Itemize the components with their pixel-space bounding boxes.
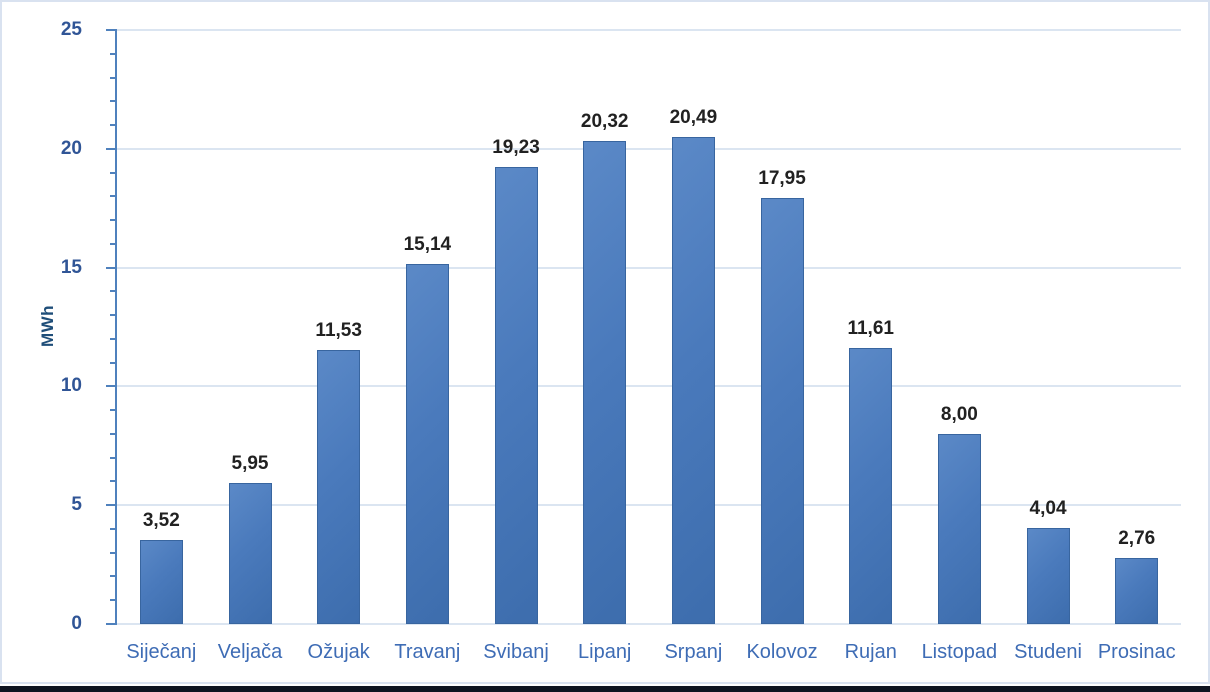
bar-value-label: 8,00 — [940, 403, 978, 425]
bar-Travanj — [405, 264, 449, 624]
bar-Svibanj — [494, 167, 538, 624]
minor-tick-3 — [110, 551, 117, 554]
x-category-label-Rujan: Rujan — [844, 641, 897, 663]
bar-value-label: 2,76 — [1118, 528, 1156, 550]
x-category-label-Travanj: Travanj — [394, 641, 461, 663]
bar-value-label: 19,23 — [492, 137, 540, 159]
bar-value-label: 20,32 — [580, 111, 629, 133]
plot-area: 0 5 10 15 20 25 3,52 5,95 11,53 15,14 19,23 20,32 2… — [61, 19, 1181, 634]
bars: 3,52 5,95 11,53 15,14 19,23 20,32 20,49 17,95 11… — [117, 30, 1181, 624]
bar-slot-Listopad: 8,00 — [915, 30, 1004, 624]
bar-slot-Veljača: 5,95 — [206, 30, 295, 624]
bar-Veljača — [228, 482, 272, 624]
minor-tick-16 — [110, 242, 117, 245]
bar-Studeni — [1026, 528, 1070, 624]
y-tick-label-25: 25 — [60, 19, 82, 40]
bar-Srpanj — [671, 137, 715, 624]
major-tick-10 — [106, 385, 117, 388]
x-category-label-Prosinac: Prosinac — [1097, 641, 1176, 663]
bar-value-label: 15,14 — [403, 234, 452, 256]
gridline-15 — [117, 266, 1181, 269]
minor-tick-18 — [110, 195, 117, 198]
minor-tick-21 — [110, 124, 117, 127]
x-category-labels: Siječanj Veljača Ožujak Travanj Svibanj Lipan… — [117, 640, 1181, 664]
bar-Siječanj — [139, 540, 183, 624]
y-tick-labels: 0 5 10 15 20 25 — [61, 19, 1181, 634]
bar-slot-Kolovoz: 17,95 — [738, 30, 827, 624]
bar-value-label: 11,61 — [847, 318, 894, 340]
y-tick-label-0: 0 — [71, 613, 82, 634]
minor-tick-14 — [110, 290, 117, 293]
bottom-rule — [0, 686, 1210, 692]
x-category-label-Siječanj: Siječanj — [126, 641, 197, 663]
gridline-25 — [117, 29, 1181, 31]
bar-slot-Svibanj: 19,23 — [472, 30, 561, 624]
bar-Prosinac — [1115, 558, 1159, 624]
x-category-label-Ožujak: Ožujak — [307, 641, 370, 663]
bar-value-label: 4,04 — [1029, 498, 1067, 520]
y-axis-line — [115, 30, 117, 624]
minor-tick-12 — [110, 337, 117, 340]
major-tick-25 — [106, 29, 117, 31]
bar-value-label: 5,95 — [231, 452, 269, 474]
minor-tick-9 — [110, 409, 117, 412]
bar-slot-Rujan: 11,61 — [826, 30, 915, 624]
gridline-5 — [117, 504, 1181, 507]
bar-Ožujak — [317, 350, 361, 624]
gridline-20 — [117, 147, 1181, 150]
minor-tick-2 — [110, 575, 117, 578]
x-category-label-Kolovoz: Kolovoz — [746, 641, 818, 663]
minor-tick-23 — [110, 76, 117, 79]
minor-tick-24 — [110, 52, 117, 55]
major-tick-0 — [106, 623, 117, 625]
gridline-10 — [117, 385, 1181, 388]
bar-slot-Lipanj: 20,32 — [560, 30, 649, 624]
y-tick-label-20: 20 — [60, 137, 82, 159]
bar-slot-Travanj: 15,14 — [383, 30, 472, 624]
minor-tick-8 — [110, 432, 117, 435]
bar-value-label: 3,52 — [142, 510, 180, 532]
gridline-0 — [117, 623, 1181, 625]
bar-slot-Srpanj: 20,49 — [649, 30, 738, 624]
minor-tick-19 — [110, 171, 117, 174]
minor-tick-11 — [110, 361, 117, 364]
bar-value-label: 20,49 — [669, 107, 718, 129]
x-category-label-Veljača: Veljača — [217, 641, 283, 663]
bar-slot-Prosinac: 2,76 — [1092, 30, 1181, 624]
major-tick-5 — [106, 504, 117, 507]
major-tick-15 — [106, 266, 117, 269]
x-category-label-Lipanj: Lipanj — [578, 641, 632, 663]
bar-Kolovoz — [760, 197, 804, 624]
minor-tick-17 — [110, 219, 117, 222]
bar-Listopad — [937, 433, 981, 624]
x-category-label-Listopad: Listopad — [921, 641, 998, 663]
x-category-label-Studeni: Studeni — [1014, 641, 1082, 663]
minor-tick-7 — [110, 456, 117, 459]
y-tick-label-10: 10 — [60, 375, 82, 397]
y-axis-title: MWh — [38, 304, 57, 348]
minor-tick-13 — [110, 314, 117, 317]
y-tick-label-5: 5 — [71, 494, 82, 516]
minor-tick-4 — [110, 527, 117, 530]
bar-slot-Ožujak: 11,53 — [294, 30, 383, 624]
bar-Lipanj — [583, 141, 627, 624]
bar-value-label: 11,53 — [315, 320, 362, 342]
bar-slot-Siječanj: 3,52 — [117, 30, 206, 624]
x-category-label-Srpanj: Srpanj — [664, 641, 723, 663]
minor-tick-1 — [110, 599, 117, 602]
bar-slot-Studeni: 4,04 — [1004, 30, 1093, 624]
minor-tick-6 — [110, 480, 117, 483]
y-tick-label-15: 15 — [60, 256, 82, 278]
bar-value-label: 17,95 — [758, 167, 806, 189]
major-tick-20 — [106, 147, 117, 150]
x-category-label-Svibanj: Svibanj — [483, 641, 549, 663]
minor-tick-22 — [110, 100, 117, 103]
bar-Rujan — [849, 348, 893, 624]
